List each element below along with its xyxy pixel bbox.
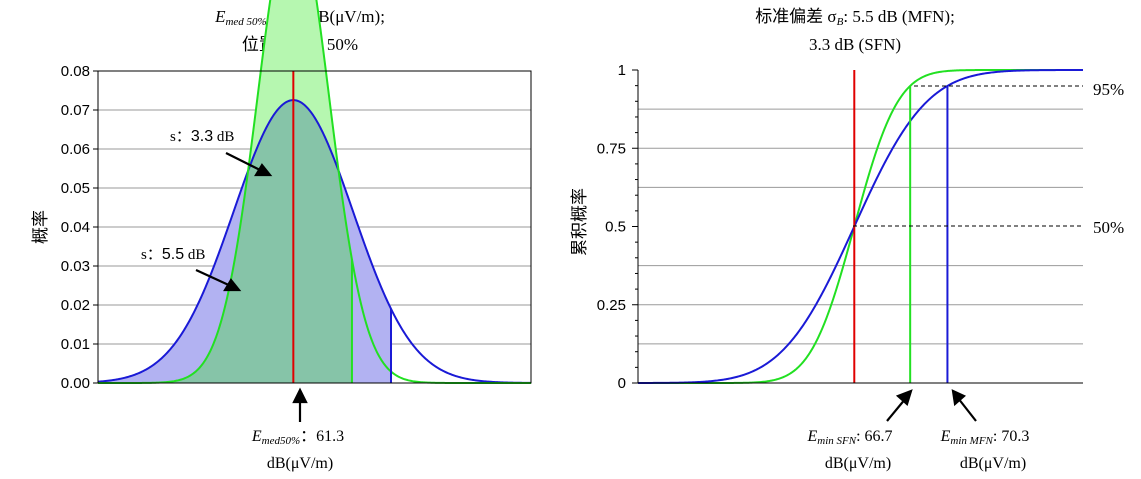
mfn-pdf-curve bbox=[97, 99, 532, 384]
mfn-min-annotation-unit: dB(μV/m) bbox=[960, 455, 1026, 472]
left-y-tick-label: 0.01 bbox=[61, 336, 90, 353]
arrow-mfn-min bbox=[957, 397, 977, 422]
right-title-line1: 标准偏差 σB: 5.5 dB (MFN); bbox=[755, 7, 955, 28]
right-y-tick-label: 0.5 bbox=[605, 219, 626, 236]
right-y-tick-label: 0.25 bbox=[597, 297, 626, 314]
right-label-95: 95% bbox=[1093, 80, 1124, 99]
left-median-annotation-unit: dB(μV/m) bbox=[267, 455, 333, 472]
left-area-fills bbox=[98, 0, 392, 384]
left-y-tick-label: 0.08 bbox=[61, 63, 90, 80]
left-median-annotation: Emed50%：61.3 bbox=[251, 428, 344, 447]
right-y-tick-label: 1 bbox=[618, 62, 626, 79]
left-y-tick-label: 0.07 bbox=[61, 102, 90, 119]
left-y-tick-label: 0.04 bbox=[61, 219, 90, 236]
series-label-sfn: s：3.3 dB bbox=[170, 128, 234, 145]
right-y-tick-labels: 0 0.25 0.5 0.75 1 bbox=[597, 62, 638, 392]
left-y-tick-label: 0.06 bbox=[61, 141, 90, 158]
sfn-min-annotation-unit: dB(μV/m) bbox=[825, 455, 891, 472]
right-y-axis-label: 累积概率 bbox=[570, 188, 589, 256]
arrow-mfn-min-head bbox=[951, 389, 966, 407]
right-chart: 标准偏差 σB: 5.5 dB (MFN); 3.3 dB (SFN) 累积概率… bbox=[570, 7, 1124, 472]
right-y-tick-label: 0 bbox=[618, 375, 626, 392]
left-plot-frame bbox=[97, 70, 532, 384]
left-y-axis-label: 概率 bbox=[31, 210, 50, 244]
arrow-mfn-head bbox=[223, 278, 242, 292]
left-arrows bbox=[195, 152, 308, 422]
arrow-sfn-min-head bbox=[895, 389, 913, 406]
mfn-cdf-curve bbox=[638, 69, 1083, 384]
overlap-area-fill bbox=[98, 100, 352, 384]
left-y-tick-labels: 0.00 0.01 0.02 0.03 0.04 0.05 0.06 0.07 0.08 bbox=[61, 63, 98, 392]
right-arrows bbox=[886, 389, 977, 422]
right-gridlines bbox=[638, 108, 1083, 345]
arrow-sfn bbox=[225, 152, 265, 173]
arrow-median-head bbox=[292, 387, 308, 404]
sfn-min-annotation: Emin SFN: 66.7 bbox=[806, 428, 892, 447]
arrow-sfn-min bbox=[886, 397, 907, 422]
series-label-mfn: s：5.5 dB bbox=[141, 246, 205, 263]
left-y-tick-label: 0.00 bbox=[61, 375, 90, 392]
left-chart: Emed 50%: 61.3 dB(μV/m); 位置概率：50% 概率 0.0… bbox=[31, 0, 532, 472]
arrow-mfn bbox=[195, 269, 234, 288]
right-y-tick-label: 0.75 bbox=[597, 140, 626, 157]
right-title-line2: 3.3 dB (SFN) bbox=[809, 35, 901, 54]
left-y-tick-label: 0.03 bbox=[61, 258, 90, 275]
left-y-tick-label: 0.05 bbox=[61, 180, 90, 197]
right-label-50: 50% bbox=[1093, 218, 1124, 237]
arrow-sfn-head bbox=[254, 163, 273, 177]
mfn-min-annotation: Emin MFN: 70.3 bbox=[940, 428, 1030, 447]
left-y-tick-label: 0.02 bbox=[61, 297, 90, 314]
